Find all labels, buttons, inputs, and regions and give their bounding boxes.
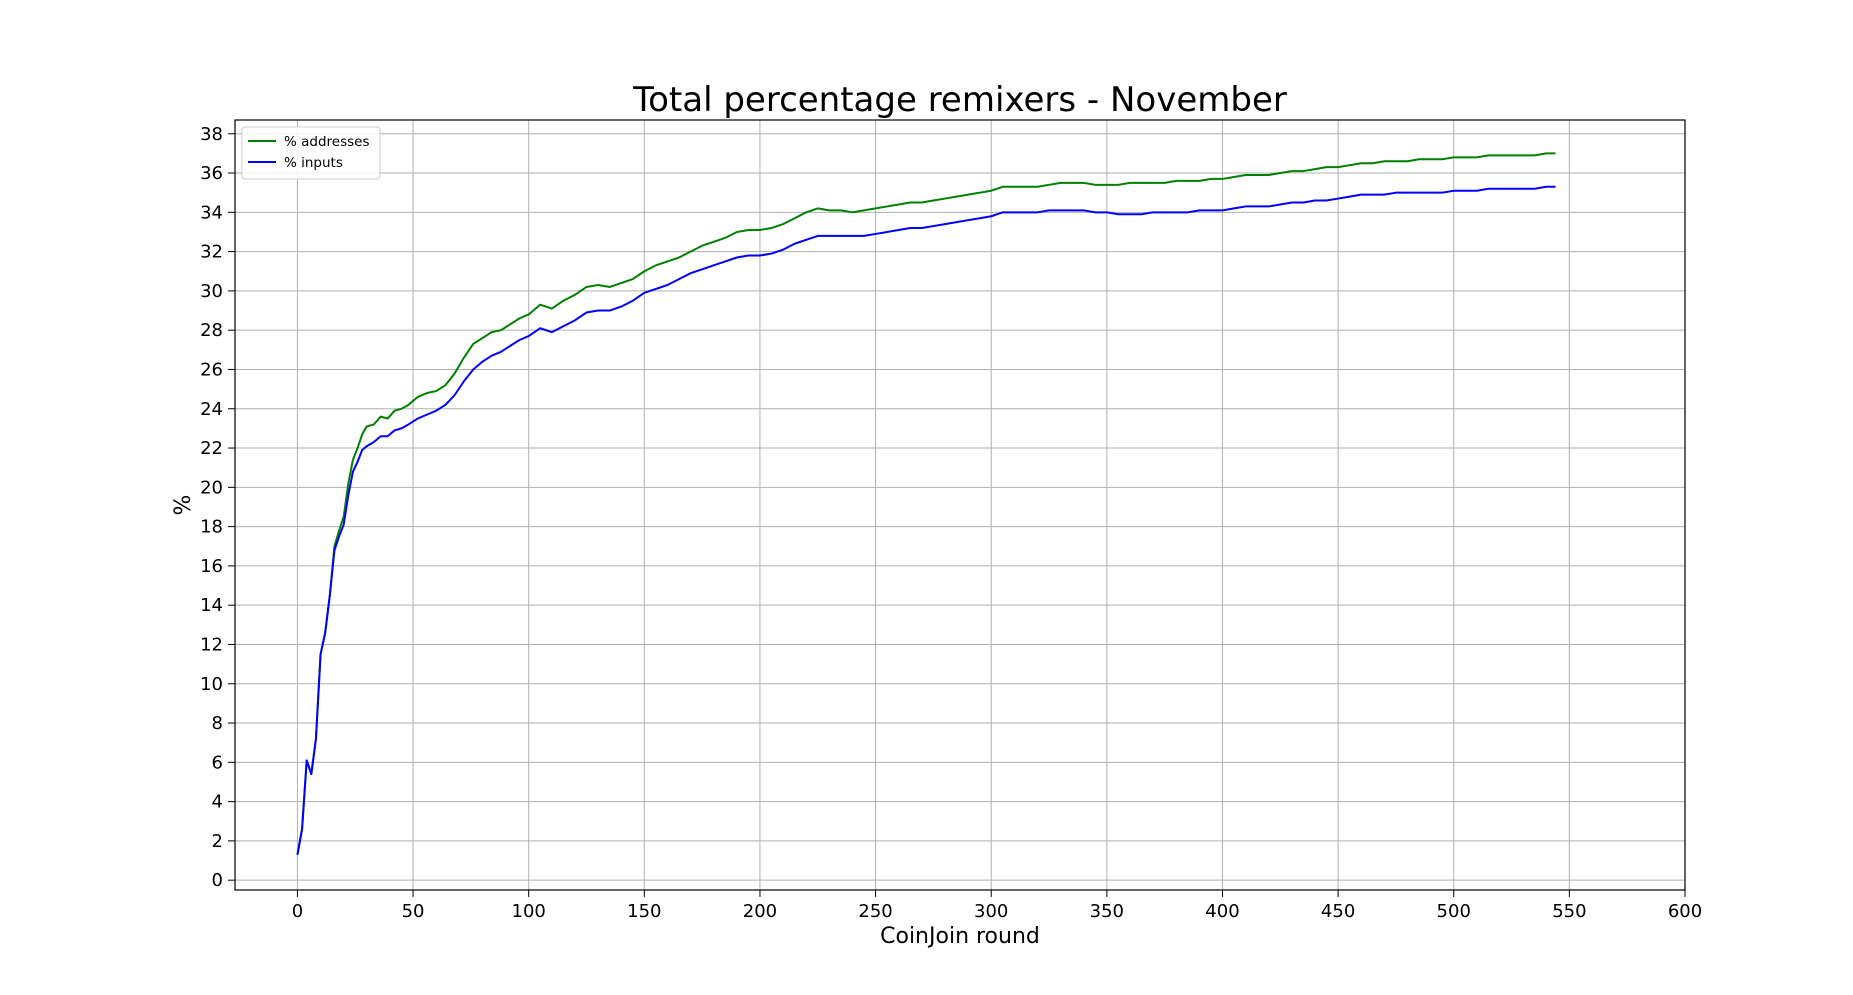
- series-layer: [296, 152, 1556, 855]
- y-tick-label: 18: [200, 517, 223, 538]
- y-tick-label: 20: [200, 477, 223, 498]
- x-tick-label: 550: [1552, 901, 1586, 922]
- y-axis-label: %: [171, 495, 196, 516]
- x-tick-label: 350: [1090, 901, 1124, 922]
- y-tick-label: 28: [200, 320, 223, 341]
- x-tick-label: 200: [743, 901, 777, 922]
- y-tick-label: 0: [212, 870, 223, 891]
- ticks: 0 50 100 150 200 250 300 350 400 450 500 550 6000246…: [200, 124, 1702, 922]
- y-tick-label: 14: [200, 595, 223, 616]
- y-tick-label: 36: [200, 163, 223, 184]
- y-tick-label: 10: [200, 674, 223, 695]
- y-tick-label: 24: [200, 399, 223, 420]
- series-line: [296, 185, 1556, 855]
- x-axis-label: CoinJoin round: [880, 924, 1040, 949]
- y-tick-label: 26: [200, 359, 223, 380]
- x-tick-label: 450: [1321, 901, 1355, 922]
- y-tick-label: 38: [200, 124, 223, 145]
- x-tick-label: 100: [512, 901, 546, 922]
- y-tick-label: 34: [200, 202, 223, 223]
- x-tick-label: 300: [974, 901, 1008, 922]
- y-tick-label: 16: [200, 556, 223, 577]
- y-tick-label: 30: [200, 281, 223, 302]
- plot-frame: [234, 119, 1686, 891]
- y-tick-label: 2: [212, 831, 223, 852]
- y-tick-label: 22: [200, 438, 223, 459]
- x-tick-label: 600: [1668, 901, 1702, 922]
- chart-title: Total percentage remixers - November: [632, 80, 1287, 120]
- legend-label: % inputs: [284, 155, 343, 171]
- x-tick-label: 50: [402, 901, 425, 922]
- legend: % addresses % inputs: [241, 126, 381, 180]
- y-tick-label: 4: [212, 792, 223, 813]
- legend-label: % addresses: [284, 134, 370, 150]
- legend-frame: [241, 126, 381, 180]
- x-tick-label: 150: [627, 901, 661, 922]
- x-tick-label: 0: [292, 901, 303, 922]
- y-tick-label: 32: [200, 242, 223, 263]
- y-tick-label: 8: [212, 713, 223, 734]
- y-tick-label: 12: [200, 634, 223, 655]
- y-tick-label: 6: [212, 752, 223, 773]
- x-tick-label: 400: [1205, 901, 1239, 922]
- x-tick-label: 500: [1437, 901, 1471, 922]
- series-line: [296, 152, 1556, 855]
- x-tick-label: 250: [858, 901, 892, 922]
- grid: [235, 120, 1686, 890]
